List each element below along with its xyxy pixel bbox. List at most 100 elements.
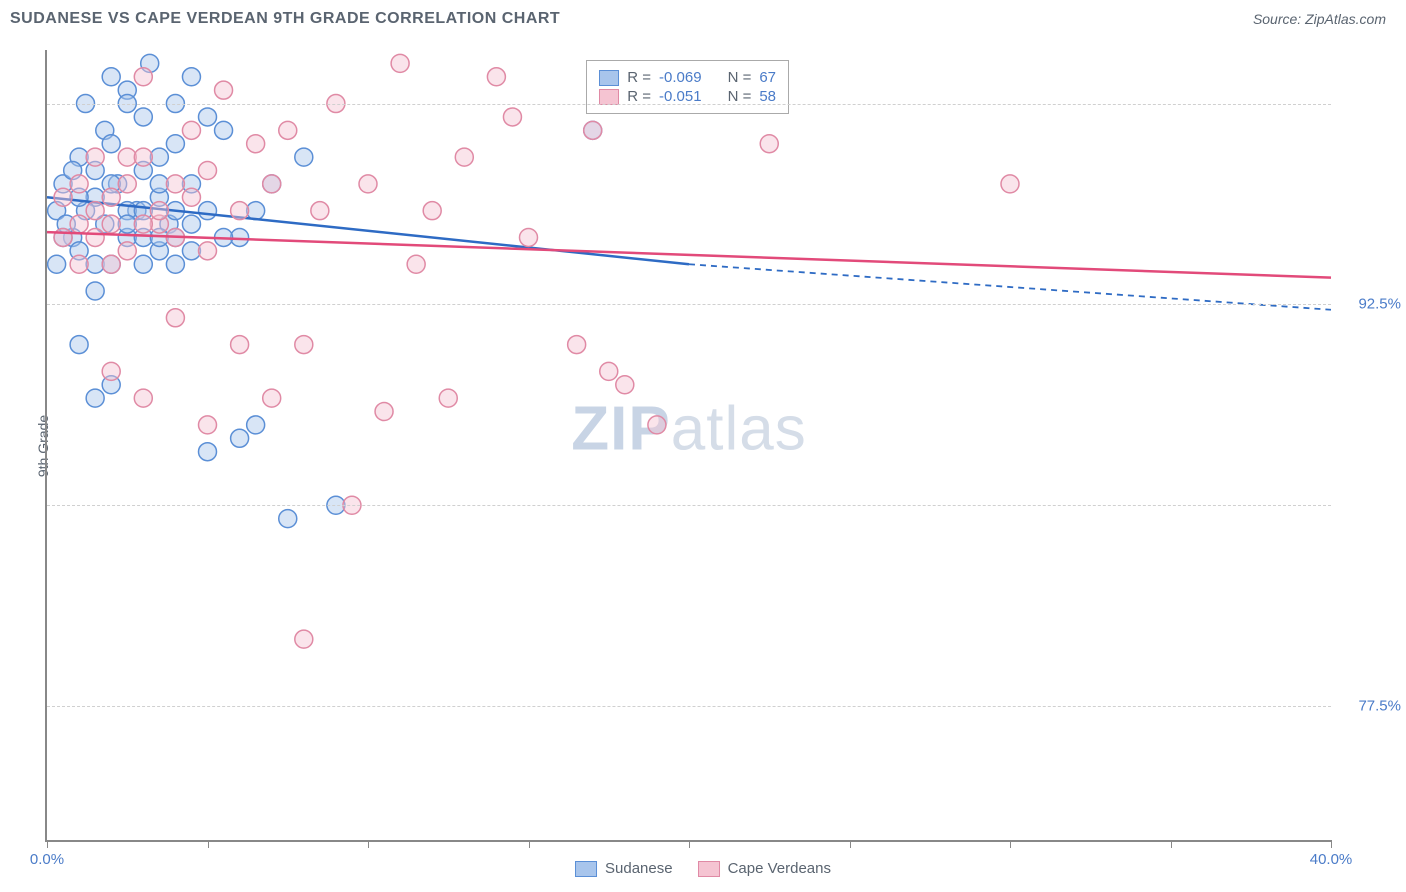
scatter-point [231, 336, 249, 354]
chart-source: Source: ZipAtlas.com [1253, 11, 1386, 27]
legend-swatch [575, 861, 597, 877]
scatter-point [54, 228, 72, 246]
scatter-point [166, 175, 184, 193]
scatter-point [1001, 175, 1019, 193]
scatter-point [102, 255, 120, 273]
scatter-point [134, 68, 152, 86]
legend-swatch [698, 861, 720, 877]
scatter-point [86, 228, 104, 246]
scatter-point [247, 416, 265, 434]
chart-title: SUDANESE VS CAPE VERDEAN 9TH GRADE CORRE… [10, 10, 560, 28]
legend-n-value: 58 [759, 88, 776, 105]
scatter-point [70, 215, 88, 233]
scatter-point [134, 215, 152, 233]
legend-label: Sudanese [605, 860, 673, 877]
scatter-point [54, 188, 72, 206]
legend-r-label: R = [627, 88, 651, 105]
scatter-point [48, 255, 66, 273]
scatter-point [199, 202, 217, 220]
scatter-point [102, 68, 120, 86]
gridline [47, 706, 1331, 707]
x-tick [208, 840, 209, 848]
scatter-point [231, 202, 249, 220]
scatter-point [568, 336, 586, 354]
legend-bottom: Sudanese Cape Verdeans [575, 860, 831, 877]
trend-line [47, 232, 1331, 278]
y-tick-label: 92.5% [1358, 296, 1401, 313]
chart-plot-area: ZIPatlas R = -0.069 N = 67 R = -0.051 N … [45, 50, 1331, 842]
scatter-point [70, 255, 88, 273]
scatter-point [247, 135, 265, 153]
x-tick-label: 0.0% [30, 851, 64, 868]
scatter-point [199, 108, 217, 126]
legend-r-label: R = [627, 69, 651, 86]
scatter-point [134, 389, 152, 407]
scatter-point [70, 336, 88, 354]
scatter-point [600, 362, 618, 380]
scatter-point [86, 202, 104, 220]
scatter-point [295, 630, 313, 648]
x-tick [529, 840, 530, 848]
scatter-point [166, 309, 184, 327]
scatter-point [102, 188, 120, 206]
x-tick [368, 840, 369, 848]
scatter-point [295, 148, 313, 166]
scatter-point [199, 443, 217, 461]
scatter-point [199, 162, 217, 180]
x-tick [47, 840, 48, 848]
scatter-point [199, 416, 217, 434]
scatter-point [503, 108, 521, 126]
x-tick [1331, 840, 1332, 848]
x-tick [1010, 840, 1011, 848]
scatter-point [86, 389, 104, 407]
legend-item: Sudanese [575, 860, 673, 877]
scatter-point [215, 121, 233, 139]
scatter-point [166, 135, 184, 153]
scatter-point [439, 389, 457, 407]
scatter-point [520, 228, 538, 246]
y-tick-label: 77.5% [1358, 698, 1401, 715]
legend-item: Cape Verdeans [698, 860, 831, 877]
scatter-point [134, 108, 152, 126]
chart-svg [47, 50, 1331, 840]
legend-n-value: 67 [759, 69, 776, 86]
scatter-point [263, 175, 281, 193]
scatter-point [487, 68, 505, 86]
scatter-point [199, 242, 217, 260]
scatter-point [375, 403, 393, 421]
scatter-point [134, 255, 152, 273]
scatter-point [423, 202, 441, 220]
scatter-point [150, 202, 168, 220]
scatter-point [134, 148, 152, 166]
scatter-point [311, 202, 329, 220]
scatter-point [584, 121, 602, 139]
scatter-point [182, 121, 200, 139]
legend-r-value: -0.069 [659, 69, 702, 86]
scatter-point [86, 148, 104, 166]
legend-n-label: N = [728, 69, 752, 86]
legend-correlation-box: R = -0.069 N = 67 R = -0.051 N = 58 [586, 60, 789, 114]
legend-swatch [599, 89, 619, 105]
legend-r-value: -0.051 [659, 88, 702, 105]
scatter-point [760, 135, 778, 153]
scatter-point [263, 389, 281, 407]
scatter-point [279, 510, 297, 528]
scatter-point [648, 416, 666, 434]
scatter-point [118, 242, 136, 260]
scatter-point [118, 175, 136, 193]
scatter-point [359, 175, 377, 193]
scatter-point [215, 81, 233, 99]
x-tick [689, 840, 690, 848]
legend-correlation-row: R = -0.051 N = 58 [599, 88, 776, 105]
scatter-point [407, 255, 425, 273]
legend-n-label: N = [728, 88, 752, 105]
scatter-point [102, 362, 120, 380]
legend-label: Cape Verdeans [728, 860, 831, 877]
x-tick [1171, 840, 1172, 848]
scatter-point [182, 68, 200, 86]
legend-correlation-row: R = -0.069 N = 67 [599, 69, 776, 86]
x-tick [850, 840, 851, 848]
scatter-point [102, 215, 120, 233]
gridline [47, 505, 1331, 506]
scatter-point [182, 215, 200, 233]
